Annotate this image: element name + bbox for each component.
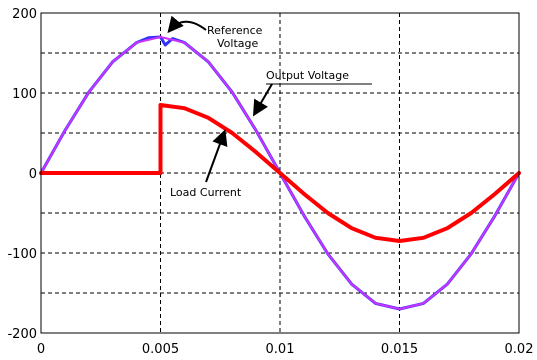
annotation-load-current-arrow xyxy=(205,129,228,183)
series-group xyxy=(39,35,521,311)
y-tick-label: -100 xyxy=(7,247,37,262)
load-current-line xyxy=(39,103,521,243)
annotation-reference-arrow xyxy=(167,15,207,34)
y-tick-label: 100 xyxy=(12,87,37,102)
x-tick-label: 0.01 xyxy=(266,342,295,357)
x-tick-label: 0 xyxy=(37,342,45,357)
x-tick-label: 0.015 xyxy=(381,342,418,357)
annotation-voltage: Voltage xyxy=(217,37,258,50)
annotation-reference: Reference xyxy=(207,24,263,37)
annotation-output-voltage: Output Voltage xyxy=(266,69,349,82)
y-tick-label: 0 xyxy=(29,167,37,182)
x-tick-label: 0.005 xyxy=(142,342,179,357)
y-tick-label: -200 xyxy=(7,327,37,342)
annotation-load-current: Load Current xyxy=(170,186,242,199)
y-tick-label: 200 xyxy=(12,7,37,22)
annotation-output-voltage-arrow xyxy=(252,83,273,117)
tick-labels: 0 0.005 0.01 0.015 0.02 -200 -100 0 100 200 xyxy=(7,7,533,357)
plot-frame xyxy=(40,12,520,334)
x-tick-label: 0.02 xyxy=(505,342,534,357)
